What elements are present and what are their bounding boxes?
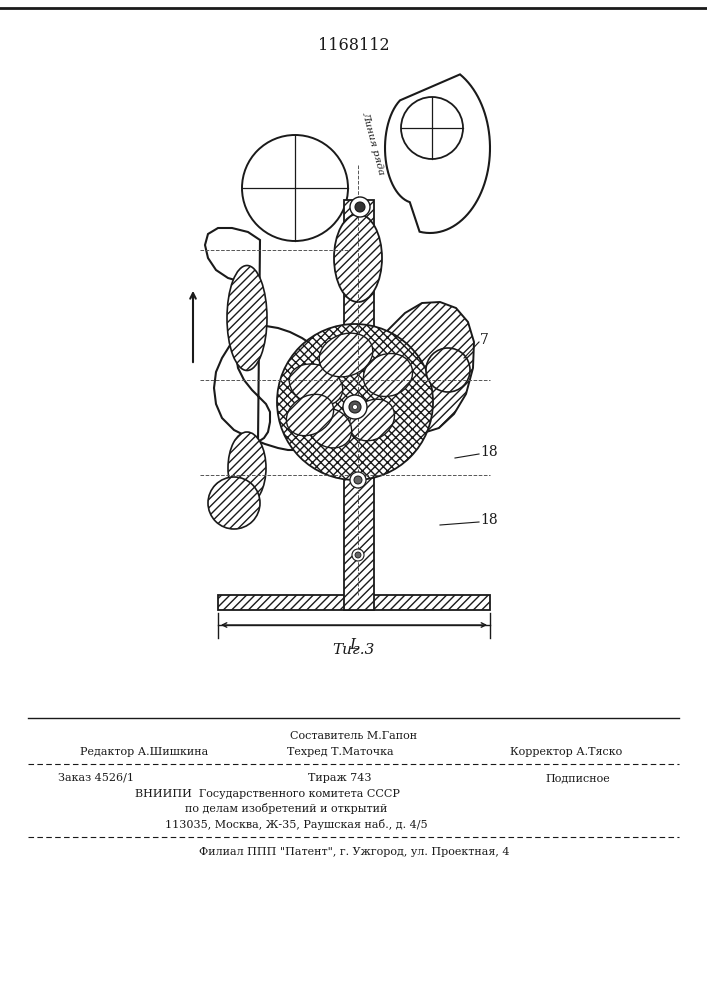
Text: Подписное: Подписное [545,773,610,783]
Ellipse shape [349,399,395,441]
Circle shape [242,135,348,241]
Ellipse shape [334,214,382,302]
Circle shape [355,552,361,558]
Ellipse shape [308,408,351,448]
Polygon shape [218,595,490,610]
Text: 18: 18 [480,513,498,527]
Text: Τиг.3: Τиг.3 [332,643,374,657]
Text: Корректор А.Тяско: Корректор А.Тяско [510,747,622,757]
Text: Тираж 743: Тираж 743 [308,773,372,783]
Circle shape [355,202,365,212]
Text: по делам изобретений и открытий: по делам изобретений и открытий [185,804,387,814]
Polygon shape [385,74,490,233]
Text: 7: 7 [480,333,489,347]
Polygon shape [205,228,344,450]
Text: 1168112: 1168112 [318,37,390,54]
Text: 113035, Москва, Ж-35, Раушская наб., д. 4/5: 113035, Москва, Ж-35, Раушская наб., д. … [165,818,428,830]
Circle shape [401,97,463,159]
Ellipse shape [228,432,266,504]
Text: 18: 18 [480,445,498,459]
Ellipse shape [286,394,334,436]
Circle shape [343,395,367,419]
Text: Редактор А.Шишкина: Редактор А.Шишкина [80,747,209,757]
Circle shape [350,197,370,217]
Polygon shape [344,200,374,610]
Ellipse shape [363,353,413,397]
Text: Филиал ППП "Патент", г. Ужгород, ул. Проектная, 4: Филиал ППП "Патент", г. Ужгород, ул. Про… [199,847,509,857]
Circle shape [350,472,366,488]
Text: ВНИИПИ  Государственного комитета СССР: ВНИИПИ Государственного комитета СССР [135,789,400,799]
Text: Линия ряда: Линия ряда [361,110,386,176]
Ellipse shape [289,364,343,406]
Text: Составитель М.Гапон: Составитель М.Гапон [291,731,418,741]
Circle shape [353,404,358,410]
Circle shape [426,348,470,392]
Circle shape [354,476,362,484]
Polygon shape [388,302,474,433]
Circle shape [208,477,260,529]
Text: L: L [349,638,359,652]
Text: Техред Т.Маточка: Техред Т.Маточка [286,747,393,757]
Ellipse shape [319,333,373,377]
Ellipse shape [227,265,267,370]
Circle shape [277,324,433,480]
Circle shape [352,549,364,561]
Circle shape [349,401,361,413]
Text: Заказ 4526/1: Заказ 4526/1 [58,773,134,783]
